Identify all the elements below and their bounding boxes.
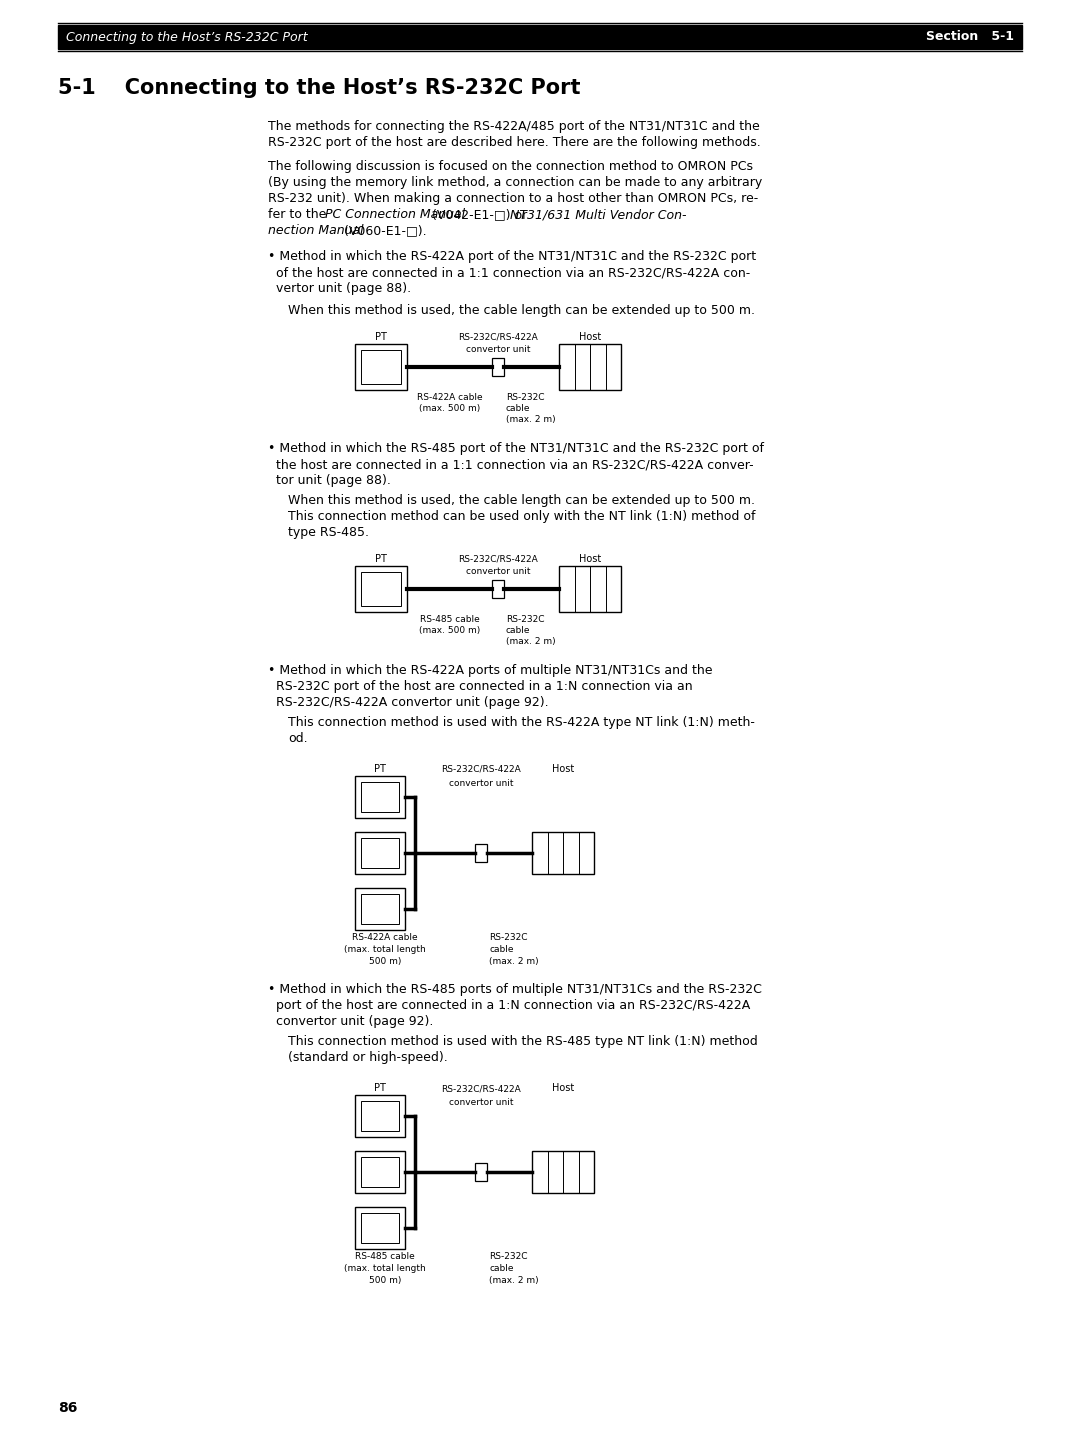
Text: • Method in which the RS-422A port of the NT31/NT31C and the RS-232C port: • Method in which the RS-422A port of th… <box>268 250 756 263</box>
Text: RS-232C port of the host are described here. There are the following methods.: RS-232C port of the host are described h… <box>268 136 760 149</box>
Text: (max. total length: (max. total length <box>345 1264 426 1273</box>
Text: The following discussion is focused on the connection method to OMRON PCs: The following discussion is focused on t… <box>268 159 753 174</box>
Text: RS-232 unit). When making a connection to a host other than OMRON PCs, re-: RS-232 unit). When making a connection t… <box>268 192 758 205</box>
Text: (By using the memory link method, a connection can be made to any arbitrary: (By using the memory link method, a conn… <box>268 177 762 189</box>
Text: Section   5-1: Section 5-1 <box>926 30 1014 43</box>
Bar <box>492 357 504 376</box>
Text: • Method in which the RS-485 port of the NT31/NT31C and the RS-232C port of: • Method in which the RS-485 port of the… <box>268 442 764 455</box>
Text: RS-232C: RS-232C <box>489 933 527 941</box>
Text: (max. 2 m): (max. 2 m) <box>489 957 539 966</box>
Text: RS-232C/RS-422A: RS-232C/RS-422A <box>441 765 521 773</box>
Text: cable: cable <box>489 1264 513 1273</box>
Text: cable: cable <box>507 626 530 636</box>
Text: • Method in which the RS-485 ports of multiple NT31/NT31Cs and the RS-232C: • Method in which the RS-485 ports of mu… <box>268 983 761 996</box>
Text: RS-232C/RS-422A: RS-232C/RS-422A <box>458 333 538 342</box>
Text: Host: Host <box>579 554 602 564</box>
Bar <box>361 1101 399 1131</box>
Bar <box>492 580 504 598</box>
Text: 86: 86 <box>58 1401 78 1415</box>
Text: RS-232C/RS-422A: RS-232C/RS-422A <box>441 1083 521 1093</box>
Bar <box>355 888 405 930</box>
Bar <box>475 844 487 862</box>
Bar <box>475 1162 487 1181</box>
Bar <box>361 350 401 385</box>
Text: When this method is used, the cable length can be extended up to 500 m.: When this method is used, the cable leng… <box>288 304 755 317</box>
Text: vertor unit (page 88).: vertor unit (page 88). <box>268 283 411 296</box>
Bar <box>361 1213 399 1243</box>
Text: cable: cable <box>489 946 513 954</box>
Bar <box>361 838 399 868</box>
Bar <box>532 832 594 874</box>
Text: PT: PT <box>375 554 387 564</box>
Bar <box>559 565 621 611</box>
Text: PT: PT <box>375 331 387 342</box>
Text: RS-485 cable: RS-485 cable <box>420 616 480 624</box>
Bar <box>355 1095 405 1137</box>
Bar <box>361 782 399 812</box>
Text: RS-232C: RS-232C <box>507 393 544 402</box>
Text: (max. 500 m): (max. 500 m) <box>419 626 481 636</box>
Bar <box>355 344 407 390</box>
Text: (max. total length: (max. total length <box>345 946 426 954</box>
Text: tor unit (page 88).: tor unit (page 88). <box>268 474 391 486</box>
Text: convertor unit: convertor unit <box>449 1098 513 1106</box>
Text: Host: Host <box>579 331 602 342</box>
Text: Connecting to the Host’s RS-232C Port: Connecting to the Host’s RS-232C Port <box>66 30 308 43</box>
Text: (max. 2 m): (max. 2 m) <box>507 415 555 423</box>
Bar <box>355 776 405 818</box>
Text: (V060-E1-□).: (V060-E1-□). <box>340 224 427 237</box>
Text: of the host are connected in a 1:1 connection via an RS-232C/RS-422A con-: of the host are connected in a 1:1 conne… <box>268 265 751 278</box>
Text: type RS-485.: type RS-485. <box>288 527 369 540</box>
Text: convertor unit: convertor unit <box>465 344 530 354</box>
Text: 5-1    Connecting to the Host’s RS-232C Port: 5-1 Connecting to the Host’s RS-232C Por… <box>58 77 581 98</box>
Text: RS-422A cable: RS-422A cable <box>352 933 418 941</box>
Bar <box>355 1151 405 1192</box>
Text: (max. 2 m): (max. 2 m) <box>507 637 555 646</box>
Bar <box>361 1157 399 1187</box>
Text: od.: od. <box>288 732 308 745</box>
Bar <box>355 832 405 874</box>
Text: convertor unit: convertor unit <box>465 567 530 575</box>
Text: This connection method can be used only with the NT link (1:N) method of: This connection method can be used only … <box>288 509 756 522</box>
Text: • Method in which the RS-422A ports of multiple NT31/NT31Cs and the: • Method in which the RS-422A ports of m… <box>268 664 713 677</box>
Text: RS-232C: RS-232C <box>489 1251 527 1261</box>
Text: RS-232C/RS-422A convertor unit (page 92).: RS-232C/RS-422A convertor unit (page 92)… <box>268 696 549 709</box>
Bar <box>361 573 401 606</box>
Bar <box>355 565 407 611</box>
Bar <box>559 344 621 390</box>
Text: RS-485 cable: RS-485 cable <box>355 1251 415 1261</box>
Bar <box>58 24 1022 49</box>
Text: (max. 500 m): (max. 500 m) <box>419 405 481 413</box>
Text: RS-232C: RS-232C <box>507 616 544 624</box>
Text: PT: PT <box>374 763 386 773</box>
Text: (standard or high-speed).: (standard or high-speed). <box>288 1050 448 1063</box>
Text: fer to the: fer to the <box>268 208 330 221</box>
Text: 500 m): 500 m) <box>368 1276 401 1284</box>
Text: When this method is used, the cable length can be extended up to 500 m.: When this method is used, the cable leng… <box>288 494 755 507</box>
Text: Host: Host <box>552 1083 575 1093</box>
Text: RS-232C port of the host are connected in a 1:N connection via an: RS-232C port of the host are connected i… <box>268 680 692 693</box>
Text: RS-422A cable: RS-422A cable <box>417 393 483 402</box>
Text: PC Connection Manual: PC Connection Manual <box>325 208 464 221</box>
Text: This connection method is used with the RS-422A type NT link (1:N) meth-: This connection method is used with the … <box>288 716 755 729</box>
Bar <box>532 1151 594 1192</box>
Text: (V042-E1-□) or: (V042-E1-□) or <box>428 208 531 221</box>
Text: This connection method is used with the RS-485 type NT link (1:N) method: This connection method is used with the … <box>288 1035 758 1048</box>
Text: the host are connected in a 1:1 connection via an RS-232C/RS-422A conver-: the host are connected in a 1:1 connecti… <box>268 458 754 471</box>
Text: RS-232C/RS-422A: RS-232C/RS-422A <box>458 555 538 564</box>
Text: 500 m): 500 m) <box>368 957 401 966</box>
Text: cable: cable <box>507 405 530 413</box>
Text: PT: PT <box>374 1083 386 1093</box>
Text: port of the host are connected in a 1:N connection via an RS-232C/RS-422A: port of the host are connected in a 1:N … <box>268 999 751 1012</box>
Text: The methods for connecting the RS-422A/485 port of the NT31/NT31C and the: The methods for connecting the RS-422A/4… <box>268 121 759 133</box>
Text: nection Manual: nection Manual <box>268 224 364 237</box>
Text: (max. 2 m): (max. 2 m) <box>489 1276 539 1284</box>
Bar <box>355 1207 405 1248</box>
Text: convertor unit (page 92).: convertor unit (page 92). <box>268 1015 433 1027</box>
Text: NT31/631 Multi Vendor Con-: NT31/631 Multi Vendor Con- <box>510 208 687 221</box>
Text: Host: Host <box>552 763 575 773</box>
Bar <box>361 894 399 924</box>
Text: convertor unit: convertor unit <box>449 779 513 788</box>
